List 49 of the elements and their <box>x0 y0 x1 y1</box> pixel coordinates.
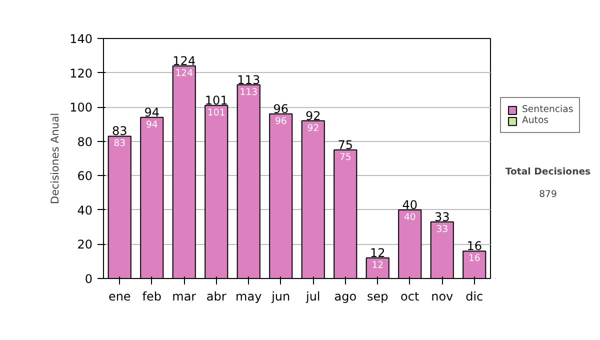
total-label: 94 <box>144 105 160 120</box>
x-tick-label: jun <box>270 290 290 304</box>
data-label: 16 <box>468 253 480 264</box>
x-tick-label: sep <box>367 290 388 304</box>
data-label: 12 <box>372 260 384 271</box>
text: Total Decisiones <box>505 166 592 178</box>
y-tick-label: 80 <box>77 134 93 149</box>
x-tick-label: oct <box>400 290 420 304</box>
data-label: 40 <box>404 212 416 223</box>
total-label: 12 <box>370 246 386 260</box>
data-label: 83 <box>114 138 126 150</box>
total-label: 113 <box>237 72 260 87</box>
y-tick-label: 140 <box>70 32 92 46</box>
total-label: 96 <box>273 102 289 116</box>
data-label: 33 <box>436 224 448 235</box>
total-label: 75 <box>338 138 354 152</box>
x-tick-label: ago <box>334 290 357 304</box>
y-tick-label: 40 <box>77 203 93 218</box>
data-label: 101 <box>207 107 226 118</box>
y-tick-label: 20 <box>77 238 93 252</box>
x-tick-label: mar <box>172 290 196 304</box>
data-label: 124 <box>175 68 194 79</box>
x-tick-label: jul <box>304 290 320 304</box>
x-tick-label: abr <box>206 290 226 304</box>
total-label: 124 <box>172 54 196 68</box>
x-tick-label: feb <box>142 290 162 304</box>
data-label: 92 <box>307 122 320 134</box>
x-tick-label: may <box>236 290 262 304</box>
total-label: 33 <box>434 210 450 224</box>
total-label: 40 <box>402 198 418 212</box>
y-tick-label: 100 <box>70 100 92 115</box>
total-label: 101 <box>204 93 228 108</box>
y-tick-label: 120 <box>70 66 92 80</box>
y-tick-label: 60 <box>77 169 93 184</box>
total-label: 16 <box>466 239 482 254</box>
data-label: 96 <box>274 116 287 127</box>
total-label: 92 <box>305 108 321 123</box>
legend-label: Autos <box>522 115 549 126</box>
total-label: 83 <box>112 124 128 138</box>
text: 879 <box>539 188 557 200</box>
x-tick-label: dic <box>466 290 484 304</box>
data-label: 75 <box>339 152 352 163</box>
x-tick-label: ene <box>108 290 131 304</box>
y-axis-title: Decisiones Anual <box>48 112 62 204</box>
data-label: 113 <box>240 86 258 98</box>
data-label: 94 <box>146 119 158 130</box>
legend-label: Sentencias <box>522 104 574 115</box>
y-tick-label: 0 <box>84 272 93 286</box>
x-tick-label: nov <box>431 290 454 304</box>
